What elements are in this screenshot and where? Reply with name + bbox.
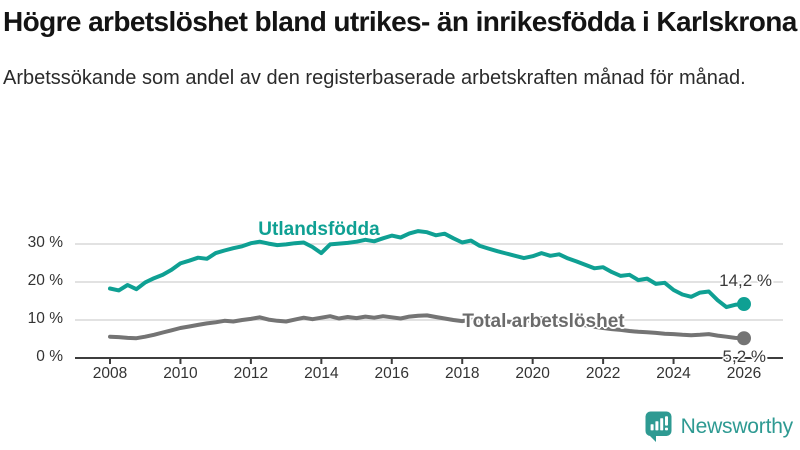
page-title: Högre arbetslöshet bland utrikes- än inr… <box>3 6 797 37</box>
series-label-utlandsfodda: Utlandsfödda <box>258 219 380 240</box>
y-axis-label: 0 % <box>36 348 63 365</box>
brand-name: Newsworthy <box>680 414 794 438</box>
x-axis-label: 2010 <box>163 365 198 382</box>
series-label-total: Total arbetslöshet <box>462 311 625 332</box>
y-axis-label: 20 % <box>27 272 63 289</box>
end-value-utlandsfodda: 14,2 % <box>719 271 772 290</box>
chart-header: Högre arbetslöshet bland utrikes- än inr… <box>3 6 799 91</box>
y-axis-label: 10 % <box>27 310 63 327</box>
x-axis-label: 2020 <box>515 365 550 382</box>
end-value-total: 5,2 % <box>722 347 766 366</box>
x-axis-label: 2026 <box>726 365 762 382</box>
x-axis-label: 2008 <box>92 365 128 382</box>
bar-chart-speech-bubble-icon <box>645 411 672 442</box>
chart-subtitle: Arbetssökande som andel av den registerb… <box>3 66 746 89</box>
x-axis-label: 2024 <box>656 365 691 382</box>
x-axis-label: 2012 <box>233 365 269 382</box>
y-axis-label: 30 % <box>27 234 63 251</box>
newsworthy-logo[interactable]: Newsworthy <box>644 410 793 443</box>
x-axis-label: 2022 <box>585 365 621 382</box>
x-axis-label: 2014 <box>304 365 339 382</box>
x-axis-label: 2018 <box>444 365 480 382</box>
x-axis-label: 2016 <box>374 365 409 382</box>
